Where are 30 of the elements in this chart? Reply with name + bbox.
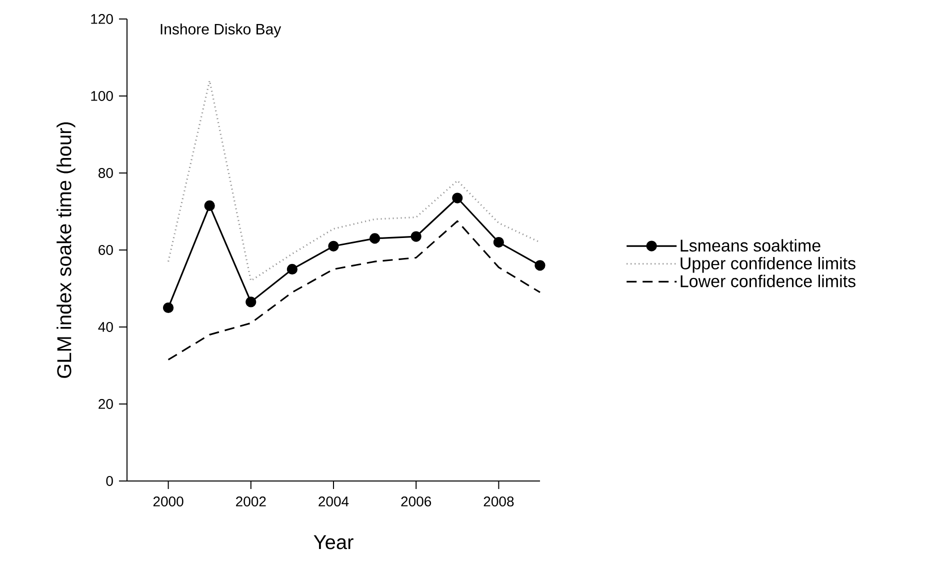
point xyxy=(246,296,256,308)
point xyxy=(493,236,504,248)
y-tick-label: 0 xyxy=(106,476,113,486)
x-tick-label: 2000 xyxy=(153,496,184,506)
point xyxy=(163,302,174,314)
legend-label: Upper confidence limits xyxy=(680,256,856,273)
point xyxy=(452,192,463,204)
point xyxy=(370,233,380,244)
line-series xyxy=(168,80,541,282)
x-tick-label: 2008 xyxy=(484,496,514,506)
point xyxy=(410,231,422,242)
point xyxy=(286,264,298,275)
x-tick-label: 2006 xyxy=(401,496,432,506)
legend-label: Lower confidence limits xyxy=(680,274,856,288)
x-tick-label: 2002 xyxy=(236,496,266,506)
point xyxy=(328,240,339,252)
x-tick-label: 2004 xyxy=(318,496,349,506)
y-tick-label: 100 xyxy=(91,91,113,101)
point xyxy=(204,200,215,212)
legend-label: Lsmeans soaktime xyxy=(680,239,820,252)
x-axis-title: Year xyxy=(314,535,354,550)
y-tick-label: 40 xyxy=(98,322,113,332)
chart-title: Inshore Disko Bay xyxy=(160,23,282,38)
y-tick-label: 20 xyxy=(98,399,113,409)
line-series xyxy=(168,220,541,361)
point xyxy=(534,260,546,271)
y-tick-label: 120 xyxy=(91,14,113,24)
y-axis-title: GLM index soake time (hour) xyxy=(56,122,76,378)
y-tick-label: 60 xyxy=(98,245,113,255)
y-tick-label: 80 xyxy=(98,168,113,178)
